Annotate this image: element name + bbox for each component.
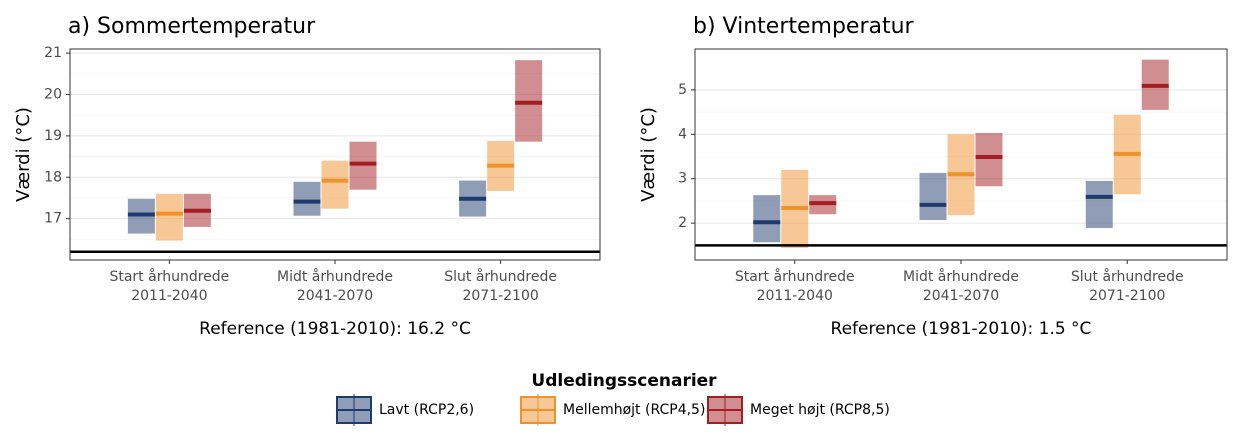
- x-tick-label: Start århundrede: [735, 268, 855, 285]
- x-tick-label: Slut århundrede: [1071, 268, 1184, 285]
- range-bar: [321, 160, 349, 209]
- y-axis-label: Værdi (°C): [638, 107, 659, 202]
- legend-title: Udledingsscenarier: [531, 371, 717, 391]
- legend-label: Lavt (RCP2,6): [379, 402, 474, 418]
- x-tick-label: Slut århundrede: [444, 268, 557, 285]
- y-tick-label: 17: [44, 211, 62, 227]
- x-axis-label: Reference (1981-2010): 1.5 °C: [831, 319, 1092, 339]
- plot-border: [69, 48, 601, 261]
- legend-label: Mellemhøjt (RCP4,5): [563, 402, 705, 418]
- y-tick-label: 20: [44, 87, 62, 103]
- x-axis-label: Reference (1981-2010): 16.2 °C: [199, 319, 471, 339]
- chart-title: a) Sommertemperatur: [68, 14, 316, 39]
- y-tick-label: 19: [44, 128, 62, 144]
- y-tick-label: 4: [678, 126, 687, 142]
- y-tick-label: 18: [44, 169, 62, 185]
- x-tick-label: Midt århundrede: [277, 268, 393, 285]
- range-bar: [919, 172, 947, 221]
- x-tick-label: 2041-2070: [297, 288, 373, 304]
- range-bar: [753, 195, 781, 243]
- chart-title: b) Vintertemperatur: [693, 14, 915, 39]
- y-tick-label: 2: [678, 215, 687, 231]
- plot-border: [694, 48, 1228, 261]
- x-tick-label: 2071-2100: [462, 288, 538, 304]
- range-bar: [293, 181, 321, 216]
- y-axis-label: Værdi (°C): [13, 107, 34, 202]
- x-tick-label: 2071-2100: [1089, 288, 1165, 304]
- legend-label: Meget højt (RCP8,5): [750, 402, 890, 418]
- y-tick-label: 3: [678, 171, 687, 187]
- x-tick-label: 2011-2040: [131, 288, 207, 304]
- y-tick-label: 21: [44, 45, 62, 61]
- range-bar: [1085, 180, 1113, 229]
- y-tick-label: 5: [678, 82, 687, 98]
- range-bar: [975, 132, 1003, 187]
- x-tick-label: Start århundrede: [109, 268, 229, 285]
- range-bar: [155, 193, 183, 241]
- x-tick-label: 2041-2070: [923, 288, 999, 304]
- x-tick-label: Midt århundrede: [903, 268, 1019, 285]
- x-tick-label: 2011-2040: [757, 288, 833, 304]
- range-bar: [349, 141, 377, 190]
